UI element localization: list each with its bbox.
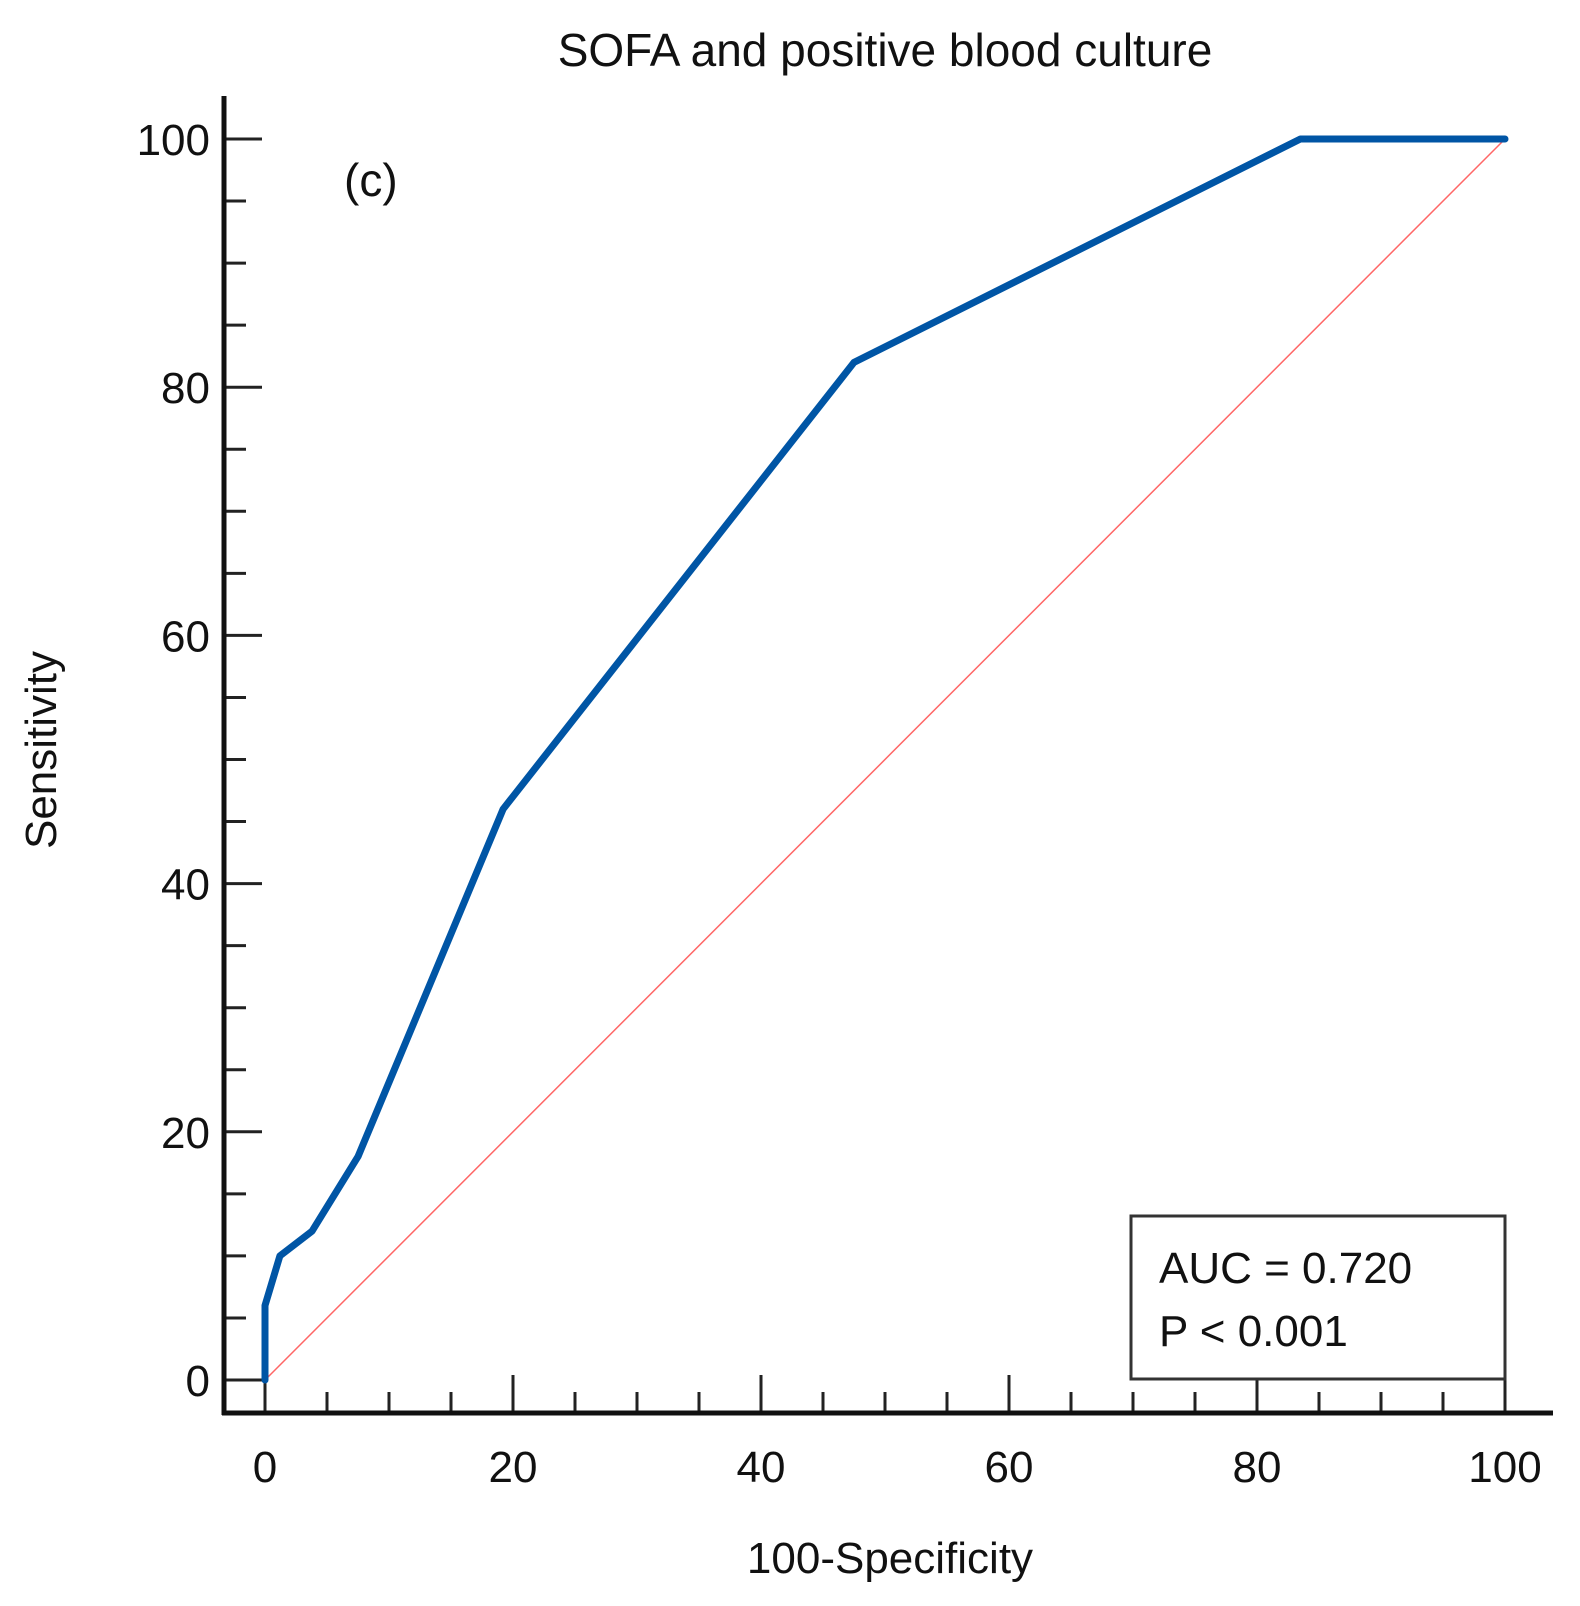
x-tick-label: 20 bbox=[489, 1443, 538, 1492]
y-tick-label: 100 bbox=[137, 116, 210, 165]
series-layer bbox=[261, 135, 1509, 1384]
auc-value: AUC = 0.720 bbox=[1159, 1244, 1412, 1293]
y-tick-label: 20 bbox=[161, 1109, 210, 1158]
x-tick-label: 100 bbox=[1468, 1443, 1541, 1492]
auc-box-frame bbox=[1129, 1214, 1507, 1381]
y-tick-label: 60 bbox=[161, 612, 210, 661]
reference-diagonal-line bbox=[264, 138, 1506, 1381]
x-tick-label: 40 bbox=[737, 1443, 786, 1492]
auc-box: AUC = 0.720 P < 0.001 bbox=[1129, 1214, 1507, 1381]
y-tick-label: 40 bbox=[161, 861, 210, 910]
x-tick-label: 60 bbox=[985, 1443, 1034, 1492]
y-axis-label: Sensitivity bbox=[17, 651, 66, 849]
panel-label: (c) bbox=[344, 154, 398, 206]
y-tick-label: 0 bbox=[186, 1357, 210, 1406]
ticks-layer: 0 20 40 60 80 100 0 20 40 60 80 100 bbox=[137, 116, 1542, 1492]
x-tick-label: 0 bbox=[253, 1443, 277, 1492]
p-value: P < 0.001 bbox=[1159, 1307, 1348, 1356]
chart-title: SOFA and positive blood culture bbox=[558, 24, 1213, 76]
x-tick-label: 80 bbox=[1233, 1443, 1282, 1492]
x-axis-label: 100-Specificity bbox=[747, 1534, 1033, 1583]
y-tick-label: 80 bbox=[161, 364, 210, 413]
roc-curve-line bbox=[261, 135, 1509, 1384]
